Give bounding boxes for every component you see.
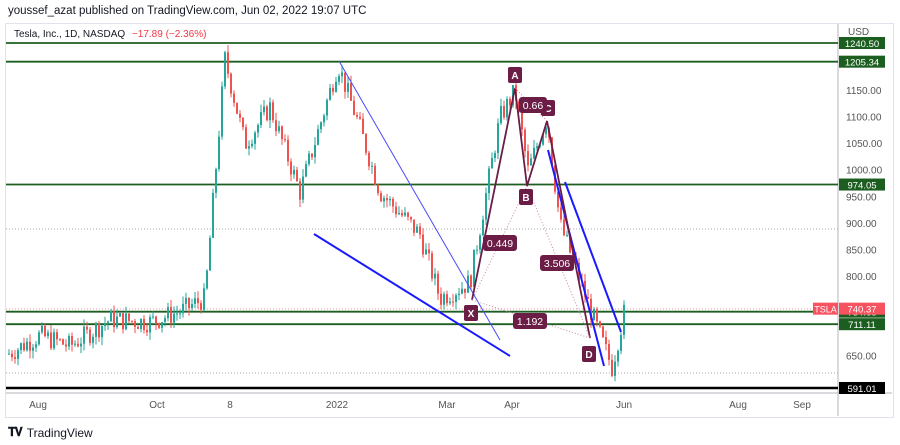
level-price-tag: [839, 318, 885, 331]
price-tick: 1150.00: [846, 86, 882, 97]
svg-text:0.66: 0.66: [523, 100, 544, 112]
harmonic-ratio[interactable]: [540, 255, 574, 271]
svg-text:1.192: 1.192: [517, 316, 543, 328]
svg-text:B: B: [522, 193, 529, 204]
time-tick: 8: [227, 400, 233, 411]
price-tick: 1000.00: [846, 166, 883, 177]
symbol-title: Tesla, Inc., 1D, NASDAQ: [14, 29, 126, 40]
time-tick: Mar: [438, 400, 456, 411]
svg-text:C: C: [544, 104, 551, 115]
time-tick: 2022: [326, 400, 349, 411]
time-tick: Apr: [504, 400, 520, 411]
svg-text:A: A: [511, 71, 518, 82]
symbol-legend: Tesla, Inc., 1D, NASDAQ −17.89 (−2.36%): [14, 29, 206, 40]
price-axis: 1150.00 1100.00 1050.00 1000.00 950.00 900.00…: [846, 86, 883, 363]
footer-brand: TradingView: [26, 425, 93, 440]
harmonic-pattern: [471, 87, 591, 339]
level-price-tag: [839, 37, 885, 49]
time-tick: Oct: [149, 400, 165, 411]
price-tick: 1050.00: [846, 139, 883, 150]
level-price-tag: [839, 381, 885, 394]
harmonic-point-x[interactable]: [464, 305, 478, 321]
horizontal-levels: [6, 42, 838, 390]
currency-label: USD: [848, 27, 869, 38]
harmonic-point-d[interactable]: [582, 346, 596, 362]
harmonic-ratio[interactable]: [513, 313, 547, 329]
level-price-text: 974.05: [847, 181, 876, 192]
time-tick: Sep: [793, 400, 811, 411]
harmonic-ratio[interactable]: [483, 235, 517, 251]
level-price-tag: [839, 55, 885, 68]
level-price-text: 1240.50: [845, 39, 879, 50]
symbol-tag-text: TSLA: [814, 305, 837, 315]
footer: 𝐓𝐕 TradingView: [8, 425, 93, 440]
chart-frame[interactable]: [5, 23, 894, 418]
time-tick: Aug: [29, 400, 47, 411]
price-tick: 850.00: [846, 245, 877, 256]
symbol-tag: [813, 302, 838, 315]
last-price-text: 740.37: [847, 305, 876, 316]
harmonic-point-a[interactable]: [508, 67, 522, 83]
time-axis: Aug Oct 8 2022 Mar Apr Jun Aug Sep: [29, 400, 811, 411]
level-price-text: 1205.34: [845, 58, 879, 69]
svg-text:D: D: [585, 350, 592, 361]
price-tick: 800.00: [846, 272, 877, 283]
price-change: −17.89 (−2.36%): [131, 29, 207, 40]
svg-text:0.449: 0.449: [487, 238, 513, 250]
level-price-text: 711.11: [848, 320, 876, 331]
svg-text:X: X: [468, 309, 475, 320]
candles: [8, 45, 625, 382]
time-tick: Aug: [729, 400, 747, 411]
price-tick: 650.00: [846, 352, 877, 363]
tradingview-logo-icon: 𝐓𝐕: [8, 425, 23, 439]
last-price-tag: [839, 302, 885, 315]
harmonic-point-b[interactable]: [519, 189, 533, 205]
level-price-tag: [839, 178, 885, 191]
level-price-text: 591.01: [847, 384, 876, 395]
price-tick: 1100.00: [846, 113, 882, 124]
price-tick: 950.00: [846, 192, 877, 203]
publish-info: youssef_azat published on TradingView.co…: [8, 5, 367, 17]
harmonic-ratio[interactable]: [519, 97, 547, 113]
price-tick: 900.00: [846, 219, 877, 230]
svg-text:3.506: 3.506: [544, 258, 570, 270]
time-tick: Jun: [616, 400, 632, 411]
